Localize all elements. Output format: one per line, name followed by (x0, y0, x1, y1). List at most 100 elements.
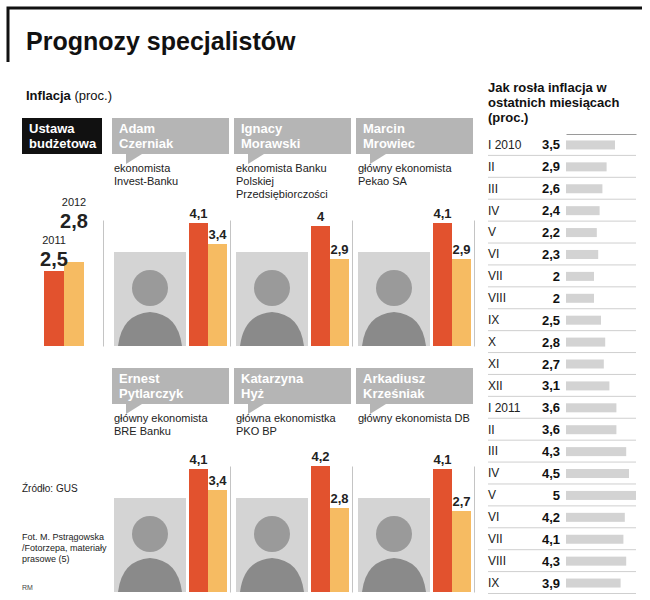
row-rule (488, 308, 636, 309)
text-line: Adam (119, 121, 155, 136)
tick: IX (488, 313, 499, 327)
value-label: 4,3 (542, 444, 560, 459)
bar (566, 403, 616, 412)
y-axis: I 2010IIIIIIVVVIVIIVIIIIXXXIXIII 2011III… (488, 138, 522, 590)
bar (566, 535, 623, 544)
row-rule (488, 505, 636, 506)
row-rule (488, 374, 636, 375)
row-rule (488, 440, 636, 441)
text-line: Jak rosła inflacja w (488, 80, 607, 95)
value-label: 2,4 (542, 203, 561, 218)
bar (566, 447, 626, 456)
panel-subtitle: ekonomista BankuPolskiejPrzedsiębiorczoś… (236, 162, 328, 200)
name-tag (234, 368, 351, 404)
y-axis (230, 467, 231, 593)
value-label: 2 (553, 291, 560, 306)
photo-shoulders (240, 312, 304, 346)
value-label: 3,4 (208, 227, 227, 242)
text-line: Hyż (241, 386, 265, 401)
y-axis (230, 221, 231, 347)
row-rule (488, 221, 636, 222)
photo-head (376, 270, 412, 306)
tick-label: VII (488, 532, 503, 546)
axis-line (352, 221, 353, 347)
photo-shoulders (362, 558, 426, 592)
bar (452, 259, 471, 346)
bars (189, 223, 227, 346)
bar (566, 140, 615, 149)
value-label: 3,9 (542, 576, 560, 591)
bar (566, 294, 594, 303)
tick: I 2010 (488, 138, 522, 152)
bar (311, 226, 330, 346)
photo-frame (358, 252, 430, 346)
value-label: 4,1 (189, 206, 207, 221)
tick: VIII (488, 291, 506, 305)
tick-label: VII (488, 269, 503, 283)
tick-label: VI (488, 247, 499, 261)
value-label: 2,8 (542, 335, 560, 350)
panel-subtitle: główna ekonomistkaPKO BP (236, 412, 337, 437)
data-label: 2,9 (452, 242, 470, 257)
text-line: Mrowiec (363, 136, 415, 151)
photo-head (132, 270, 168, 306)
panel-title: MarcinMrowiec (363, 121, 415, 151)
panel: KatarzynaHyżgłówna ekonomistkaPKO BP4,22… (234, 368, 353, 593)
panel-title: ErnestPytlarczyk (119, 371, 184, 401)
tick-label: XII (488, 379, 503, 393)
bar (208, 490, 227, 592)
name-tag (234, 118, 351, 154)
value-label: 2,5 (542, 313, 560, 328)
photo-shoulders (118, 312, 182, 346)
tick: IV (488, 204, 499, 218)
text-line: /Fotorzepa, materiały (22, 543, 107, 553)
bar (566, 206, 600, 215)
tick-label: IV (488, 466, 499, 480)
tick: V (488, 225, 496, 239)
text-line: (proc.) (488, 110, 528, 125)
photo-shoulders (240, 558, 304, 592)
bar (566, 338, 605, 347)
bar (330, 259, 349, 346)
name-tag (112, 368, 229, 404)
axis-line (474, 221, 475, 347)
bar (566, 184, 602, 193)
tick-label: IX (488, 576, 499, 590)
data-label: 4,1 (433, 206, 451, 221)
name-tag (112, 118, 229, 154)
value-label: 4,3 (542, 554, 560, 569)
bars (433, 469, 471, 592)
row-rule (488, 593, 636, 594)
tick: IX (488, 576, 499, 590)
panel-subtitle: główny ekonomistaBRE Banku (114, 412, 208, 437)
y-axis (474, 467, 475, 593)
value-label: 2,6 (542, 181, 560, 196)
tick-label: I 2011 (488, 401, 521, 415)
row-rule (488, 243, 636, 244)
text-line: Ignacy (241, 121, 283, 136)
text-line: główny ekonomista DB (358, 412, 470, 424)
panel: ArkadiuszKrześniakgłówny ekonomista DB4,… (356, 368, 475, 593)
text-line: Fot. M. Pstrągowska (22, 532, 104, 542)
tick: VII (488, 269, 503, 283)
bar (566, 513, 625, 522)
value-label: 2 (553, 269, 560, 284)
value-label: 3,1 (542, 378, 560, 393)
bar (433, 469, 452, 592)
row-rule (488, 199, 636, 200)
tick: VI (488, 510, 499, 524)
value-label: 4,2 (542, 510, 560, 525)
frame-corner (8, 8, 642, 62)
y-axis (474, 221, 475, 347)
data-label: 20122,8 (60, 196, 88, 232)
photo-head (376, 516, 412, 552)
tick: VIII (488, 554, 506, 568)
value-label: 4,5 (542, 466, 560, 481)
bar (208, 244, 227, 346)
row-rule (488, 177, 636, 178)
photo (236, 498, 308, 592)
bar (566, 316, 601, 325)
tick-label: II (488, 423, 495, 437)
y-axis (352, 467, 353, 593)
photo-frame (114, 498, 186, 592)
